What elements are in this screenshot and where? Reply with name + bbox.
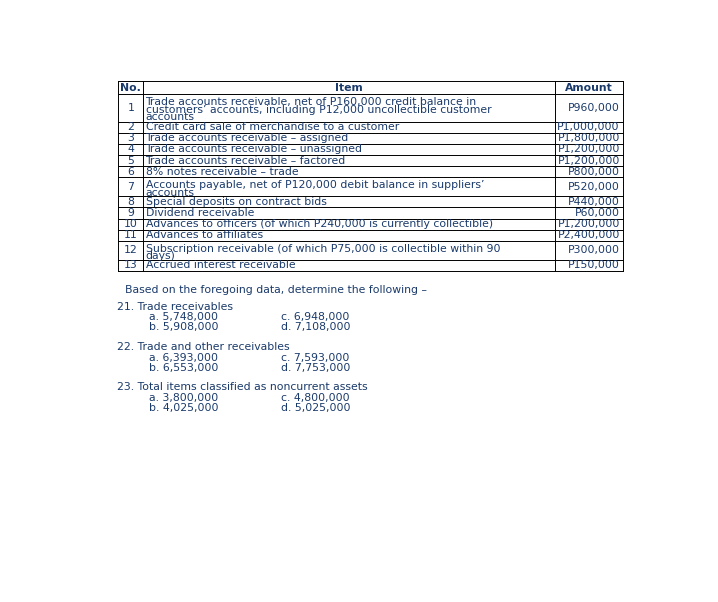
Text: 5: 5 — [127, 155, 134, 166]
Text: P150,000: P150,000 — [568, 260, 620, 270]
Text: 4: 4 — [127, 144, 134, 155]
Text: a. 5,748,000: a. 5,748,000 — [149, 312, 218, 323]
Text: 6: 6 — [127, 167, 134, 177]
Text: b. 6,553,000: b. 6,553,000 — [149, 362, 219, 373]
Text: Trade accounts receivable – assigned: Trade accounts receivable – assigned — [146, 133, 349, 143]
Text: Accrued interest receivable: Accrued interest receivable — [146, 260, 295, 270]
Text: P520,000: P520,000 — [568, 182, 620, 192]
Text: Trade accounts receivable – unassigned: Trade accounts receivable – unassigned — [146, 144, 363, 155]
Text: accounts: accounts — [146, 112, 195, 122]
Text: P1,200,000: P1,200,000 — [557, 219, 620, 229]
Text: d. 7,108,000: d. 7,108,000 — [281, 323, 350, 332]
Text: P1,200,000: P1,200,000 — [557, 144, 620, 155]
Text: days): days) — [146, 251, 175, 261]
Text: Accounts payable, net of P120,000 debit balance in suppliers’: Accounts payable, net of P120,000 debit … — [146, 180, 484, 190]
Text: P960,000: P960,000 — [568, 103, 620, 113]
Text: Advances to affiliates: Advances to affiliates — [146, 231, 263, 240]
Text: accounts: accounts — [146, 188, 195, 197]
Text: c. 7,593,000: c. 7,593,000 — [281, 353, 350, 362]
Text: P300,000: P300,000 — [568, 245, 620, 255]
Text: 10: 10 — [124, 219, 138, 229]
Text: 11: 11 — [124, 231, 138, 240]
Text: b. 5,908,000: b. 5,908,000 — [149, 323, 219, 332]
Text: Subscription receivable (of which P75,000 is collectible within 90: Subscription receivable (of which P75,00… — [146, 244, 500, 254]
Text: b. 4,025,000: b. 4,025,000 — [149, 403, 219, 412]
Text: d. 7,753,000: d. 7,753,000 — [281, 362, 350, 373]
Text: P1,800,000: P1,800,000 — [557, 133, 620, 143]
Text: P60,000: P60,000 — [575, 208, 620, 218]
Text: d. 5,025,000: d. 5,025,000 — [281, 403, 350, 412]
Text: Special deposits on contract bids: Special deposits on contract bids — [146, 197, 327, 207]
Text: P800,000: P800,000 — [568, 167, 620, 177]
Text: 13: 13 — [124, 260, 138, 270]
Text: 2: 2 — [127, 122, 134, 132]
Text: a. 3,800,000: a. 3,800,000 — [149, 393, 219, 403]
Text: customers’ accounts, including P12,000 uncollectible customer: customers’ accounts, including P12,000 u… — [146, 105, 491, 115]
Text: a. 6,393,000: a. 6,393,000 — [149, 353, 218, 362]
Text: P1,000,000: P1,000,000 — [557, 122, 620, 132]
Text: 9: 9 — [127, 208, 134, 218]
Text: Dividend receivable: Dividend receivable — [146, 208, 254, 218]
Text: 12: 12 — [124, 245, 138, 255]
Text: 1: 1 — [127, 103, 134, 113]
Text: No.: No. — [121, 82, 141, 93]
Text: Amount: Amount — [565, 82, 612, 93]
Text: Item: Item — [335, 82, 363, 93]
Text: Based on the foregoing data, determine the following –: Based on the foregoing data, determine t… — [125, 285, 426, 295]
Text: Credit card sale of merchandise to a customer: Credit card sale of merchandise to a cus… — [146, 122, 398, 132]
Text: 8% notes receivable – trade: 8% notes receivable – trade — [146, 167, 298, 177]
Text: P440,000: P440,000 — [568, 197, 620, 207]
Text: c. 6,948,000: c. 6,948,000 — [281, 312, 350, 323]
Text: Advances to officers (of which P240,000 is currently collectible): Advances to officers (of which P240,000 … — [146, 219, 493, 229]
Text: P1,200,000: P1,200,000 — [557, 155, 620, 166]
Text: 22. Trade and other receivables: 22. Trade and other receivables — [117, 342, 289, 352]
Text: 23. Total items classified as noncurrent assets: 23. Total items classified as noncurrent… — [117, 382, 368, 392]
Text: P2,400,000: P2,400,000 — [557, 231, 620, 240]
Text: 3: 3 — [127, 133, 134, 143]
Text: 21. Trade receivables: 21. Trade receivables — [117, 302, 233, 312]
Text: Trade accounts receivable, net of P160,000 credit balance in: Trade accounts receivable, net of P160,0… — [146, 98, 477, 108]
Text: c. 4,800,000: c. 4,800,000 — [281, 393, 350, 403]
Text: Trade accounts receivable – factored: Trade accounts receivable – factored — [146, 155, 346, 166]
Text: 7: 7 — [127, 182, 134, 192]
Text: 8: 8 — [127, 197, 134, 207]
